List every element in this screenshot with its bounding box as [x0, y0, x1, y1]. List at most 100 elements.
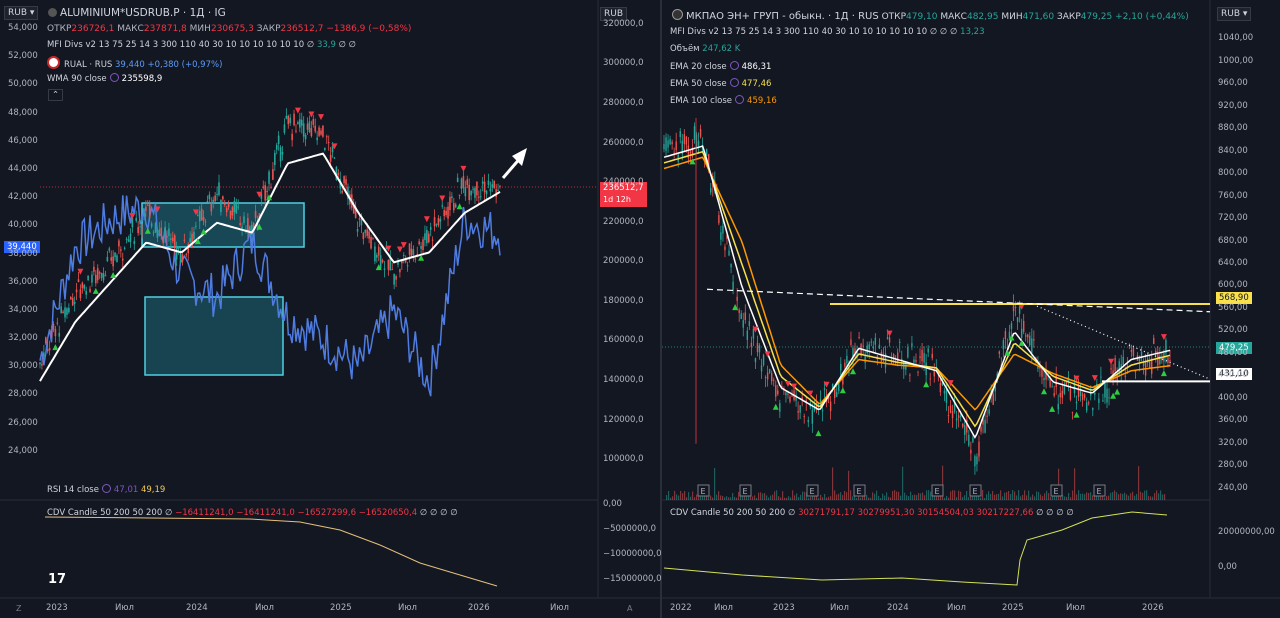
r-sell-signal-marker: [886, 330, 893, 337]
sell-signal-marker: [318, 114, 325, 121]
price-candle: [137, 227, 139, 234]
r-candle: [1126, 366, 1129, 368]
r-candle: [710, 187, 712, 193]
symbol-logo-icon: [48, 8, 57, 17]
volume-bar: [942, 465, 944, 500]
price-candle: [81, 282, 84, 289]
right-chart-panel[interactable]: E E E E E E E E МКПАО ЭН+ ГРУП - обыкн. · 1Д · …: [662, 0, 1280, 618]
r-candle: [799, 405, 801, 413]
volume-bar: [696, 494, 698, 500]
r-candle: [675, 141, 677, 151]
volume-bar: [1102, 495, 1104, 500]
volume-bar: [1010, 494, 1012, 500]
volume-bar: [698, 496, 700, 500]
volume-bar: [878, 495, 880, 500]
price-candle: [420, 246, 422, 249]
price-candle: [175, 248, 178, 260]
price-candle: [58, 332, 61, 337]
left-symbol-title[interactable]: ALUMINIUM*USDRUB.P · 1Д · IG: [48, 8, 226, 19]
volume-bar: [1012, 490, 1014, 500]
volume-bar: [956, 497, 958, 500]
r-buy-signal-marker: [772, 403, 779, 410]
r-buy-signal-marker: [1004, 349, 1011, 356]
r-candle: [988, 409, 990, 414]
price-candle: [341, 190, 343, 193]
rual-compare-line: [39, 194, 501, 397]
r-axis-tick: 240,00: [1218, 482, 1248, 493]
volume-bar: [780, 497, 782, 500]
r-candle: [1100, 376, 1102, 378]
right-mfi-legend[interactable]: MFI Divs v2 13 75 25 14 3 300 110 40 30 …: [670, 27, 985, 37]
r-l-label: МИН: [1001, 12, 1023, 22]
r-candle: [795, 394, 797, 401]
price-candle: [297, 122, 299, 125]
volume-bar: [1152, 496, 1154, 500]
right-axis-tick: 240000,0: [603, 177, 644, 188]
price-candle: [108, 248, 111, 251]
price-candle: [68, 307, 70, 313]
r-candle: [1029, 335, 1031, 346]
r-buy-signal-marker: [1110, 392, 1117, 399]
r-sell-signal-marker: [752, 326, 759, 333]
left-mfi-legend[interactable]: MFI Divs v2 13 75 25 14 3 300 110 40 30 …: [47, 40, 356, 50]
r-candle: [708, 154, 710, 168]
price-candle: [148, 203, 151, 218]
tradingview-logo[interactable]: 17: [48, 573, 66, 586]
right-ema100-legend[interactable]: EMA 100 close 459,16: [670, 95, 777, 106]
price-candle: [410, 248, 413, 258]
price-candle: [102, 273, 105, 281]
volume-bar: [982, 490, 984, 500]
rual-logo-icon: [47, 56, 60, 69]
r-candle: [750, 342, 753, 347]
price-candle: [123, 247, 126, 249]
left-chart-svg[interactable]: [0, 0, 660, 618]
price-candle: [100, 273, 103, 278]
price-candle: [295, 130, 297, 132]
volume-bar: [832, 467, 834, 500]
auto-scale-icon[interactable]: A: [627, 604, 633, 613]
sell-signal-marker: [192, 209, 199, 216]
volume-bar: [1158, 493, 1160, 500]
r-candle: [756, 342, 759, 353]
right-currency-select[interactable]: RUB ▾: [1217, 7, 1252, 21]
ema50-value: 477,46: [741, 79, 772, 89]
left-right-currency[interactable]: RUB: [600, 7, 628, 21]
volume-bar: [672, 496, 674, 500]
price-candle: [272, 169, 274, 180]
price-candle: [231, 207, 234, 216]
volume-bar: [1156, 490, 1158, 500]
left-currency-select[interactable]: RUB ▾: [4, 6, 39, 20]
r-candle: [1055, 375, 1057, 387]
left-rsi-legend[interactable]: RSI 14 close 47,01 49,19: [47, 484, 165, 495]
price-candle: [214, 195, 216, 202]
left-compare-legend[interactable]: RUAL · RUS 39,440 +0,380 (+0,97%): [47, 56, 222, 70]
price-candle: [454, 204, 457, 208]
volume-bar: [1068, 492, 1070, 500]
volume-bar: [694, 497, 696, 500]
r-candle: [821, 410, 824, 412]
right-ema20-legend[interactable]: EMA 20 close 486,31: [670, 61, 771, 72]
r-candle: [1114, 358, 1116, 372]
price-candle: [248, 226, 251, 236]
r-candle: [773, 379, 775, 381]
sell-signal-marker: [308, 111, 315, 118]
right-volume-legend[interactable]: Объём 247,62 K: [670, 44, 740, 54]
r-candle: [880, 351, 883, 363]
r-axis-tick: 600,00: [1218, 280, 1248, 291]
r-candle: [768, 369, 771, 373]
timezone-icon[interactable]: Z: [16, 604, 22, 613]
right-currency-label: RUB: [1221, 9, 1241, 19]
left-axis-tick: 30,000: [8, 361, 38, 372]
price-candle: [443, 210, 445, 217]
left-chart-panel[interactable]: RUB ▾ ALUMINIUM*USDRUB.P · 1Д · IG RUB О…: [0, 0, 662, 618]
left-cdv-legend[interactable]: CDV Candle 50 200 50 200 ∅ −16411241,0 −…: [47, 508, 458, 518]
right-symbol-header[interactable]: МКПАО ЭН+ ГРУП - обыкн. · 1Д · RUS ОТКР4…: [672, 9, 1189, 23]
left-wma-legend[interactable]: WMA 90 close 235598,9: [47, 73, 162, 84]
right-ema50-legend[interactable]: EMA 50 close 477,46: [670, 78, 771, 89]
r-candle: [777, 390, 779, 395]
r-buy-signal-marker: [1114, 388, 1121, 395]
r-h-label: МАКС: [940, 12, 967, 22]
right-cdv-legend[interactable]: CDV Candle 50 200 50 200 ∅ 30271791,17 3…: [670, 508, 1074, 518]
collapse-legend-button[interactable]: ⌃: [48, 89, 64, 101]
